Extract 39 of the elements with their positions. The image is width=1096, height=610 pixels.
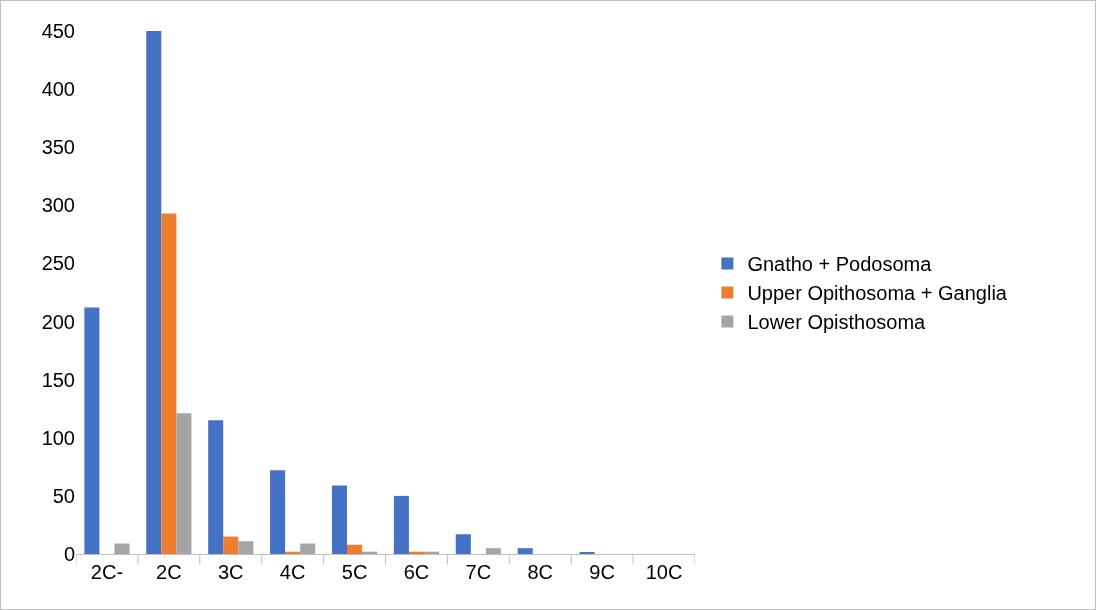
bar bbox=[347, 544, 363, 554]
bar bbox=[517, 548, 533, 554]
bar bbox=[176, 413, 192, 554]
x-tick-label: 2C bbox=[156, 561, 182, 583]
bar bbox=[208, 420, 224, 554]
y-tick-label: 400 bbox=[41, 78, 75, 101]
x-tick-label: 7C bbox=[465, 561, 492, 583]
y-tick-label: 50 bbox=[52, 484, 75, 507]
y-tick-label: 450 bbox=[41, 20, 75, 42]
y-tick-label: 300 bbox=[41, 194, 75, 217]
legend-label: Upper Opithosoma + Ganglia bbox=[747, 282, 1008, 305]
bar bbox=[270, 470, 286, 554]
x-tick-label: 8C bbox=[527, 561, 554, 583]
y-tick-label: 250 bbox=[41, 252, 75, 275]
bar bbox=[84, 307, 100, 554]
bar bbox=[223, 536, 239, 554]
x-tick-label: 3C bbox=[217, 561, 244, 583]
x-tick-label: 10C bbox=[645, 561, 683, 583]
bar bbox=[238, 541, 254, 554]
y-tick-label: 350 bbox=[41, 136, 75, 159]
bar bbox=[485, 548, 501, 554]
x-tick-label: 2C- bbox=[90, 561, 124, 583]
y-tick-label: 0 bbox=[63, 543, 75, 565]
bar bbox=[331, 485, 348, 554]
legend-label: Gnatho + Podosoma bbox=[747, 253, 933, 276]
y-tick-label: 150 bbox=[41, 368, 75, 391]
legend-label: Lower Opisthosoma bbox=[747, 311, 927, 334]
x-tick-label: 5C bbox=[341, 561, 368, 583]
y-tick-label: 100 bbox=[41, 426, 75, 449]
bar bbox=[114, 543, 130, 554]
x-tick-label: 4C bbox=[279, 561, 306, 583]
x-tick-label: 9C bbox=[589, 561, 615, 583]
bar bbox=[161, 213, 177, 554]
bar bbox=[146, 31, 162, 554]
x-tick-label: 6C bbox=[403, 561, 430, 583]
bar bbox=[300, 543, 316, 554]
bar bbox=[393, 495, 409, 554]
y-tick-label: 200 bbox=[41, 310, 75, 333]
bar bbox=[455, 534, 471, 554]
